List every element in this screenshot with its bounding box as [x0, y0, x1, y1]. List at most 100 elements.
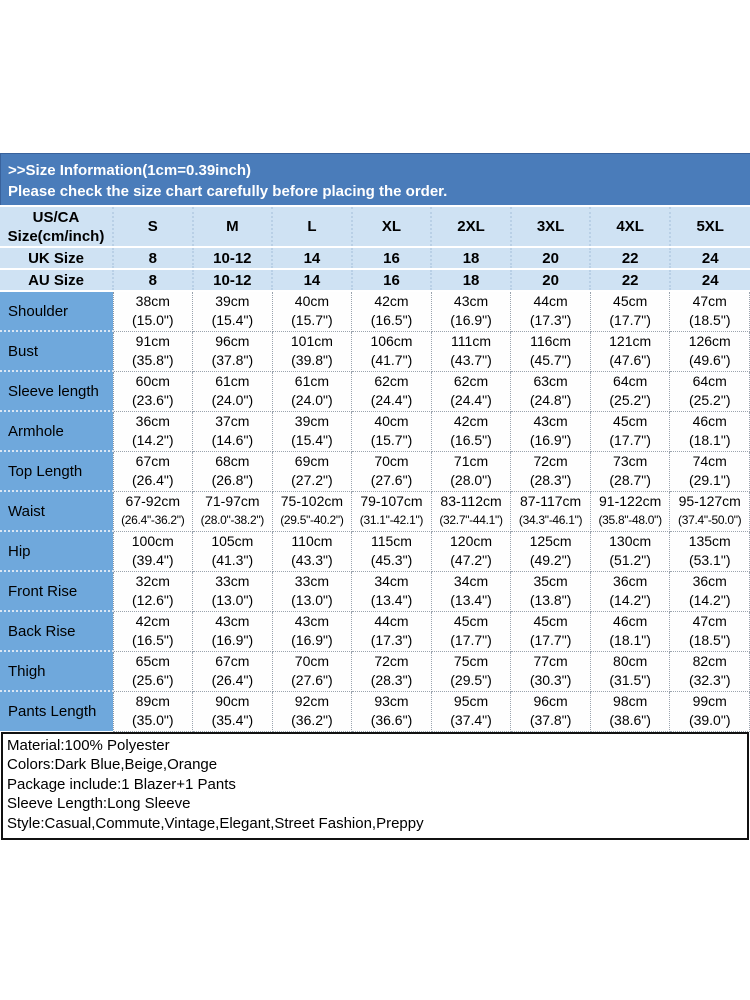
measurement-inch: (17.7") — [609, 312, 651, 329]
measurement-inch: (18.5") — [688, 632, 731, 648]
measurement-cell: 67-92cm (26.4"-36.2") — [112, 490, 194, 532]
uk-size-label: UK Size — [0, 246, 113, 270]
uk-size-value: 8 — [112, 246, 193, 270]
measurement-cell: 91-122cm (35.8"-48.0") — [589, 490, 671, 532]
measurement-inch: (13.8") — [529, 592, 572, 608]
measurement-inch: (16.9") — [211, 632, 254, 648]
measurement-inch: (28.0"-38.2") — [200, 513, 265, 527]
measurement-inch: (16.9") — [291, 632, 333, 648]
au-size-value: 18 — [430, 268, 511, 292]
measurement-cell: 34cm (13.4") — [430, 570, 512, 612]
measurement-cm: 47cm — [692, 613, 727, 629]
measurement-cell: 64cm (25.2") — [669, 370, 750, 412]
measurement-cm: 98cm — [613, 693, 648, 709]
measurement-row-label: Bust — [0, 330, 114, 371]
measurement-inch: (43.7") — [450, 352, 492, 368]
measurement-inch: (23.6") — [132, 392, 174, 408]
measurement-cell: 42cm (16.5") — [112, 610, 194, 652]
measurement-cell: 83-112cm (32.7"-44.1") — [430, 490, 512, 532]
au-size-value: 16 — [350, 268, 432, 292]
measurement-inch: (25.2") — [688, 392, 731, 408]
measurement-cell: 35cm (13.8") — [510, 570, 591, 612]
measurement-cell: 120cm (47.2") — [430, 530, 512, 572]
measurement-row: Sleeve length 60cm (23.6") 61cm (24.0") 61cm (… — [0, 370, 750, 412]
measurement-inch: (39.0") — [688, 712, 731, 728]
corner-cell: US/CA Size(cm/inch) — [0, 205, 113, 248]
measurement-cell: 33cm (13.0") — [271, 570, 353, 612]
measurement-inch: (29.1") — [688, 472, 731, 488]
au-size-value: 8 — [112, 268, 193, 292]
measurement-inch: (15.7") — [291, 312, 333, 329]
measurement-inch: (24.0") — [211, 392, 254, 408]
measurement-cm: 99cm — [692, 693, 727, 709]
measurement-inch: (28.0") — [450, 472, 492, 488]
measurement-inch: (41.7") — [370, 352, 413, 368]
au-size-value: 24 — [668, 268, 750, 292]
measurement-inch: (37.4") — [450, 712, 492, 728]
measurement-cell: 93cm (36.6") — [351, 690, 432, 732]
measurement-cm: 42cm — [135, 613, 170, 629]
measurement-cell: 110cm (43.3") — [271, 530, 353, 572]
measurement-inch: (47.2") — [450, 552, 492, 568]
measurement-inch: (30.3") — [529, 672, 572, 688]
measurement-cm: 44cm — [374, 613, 409, 629]
banner-title: >>Size Information(1cm=0.39inch) — [8, 162, 251, 179]
measurement-cell: 47cm (18.5") — [669, 290, 750, 332]
au-size-value: 22 — [589, 268, 670, 292]
measurement-cm: 61cm — [215, 373, 250, 389]
measurement-cm: 46cm — [692, 413, 727, 429]
measurement-cm: 70cm — [294, 653, 330, 669]
measurement-inch: (45.7") — [529, 352, 572, 368]
measurement-inch: (17.3") — [370, 632, 413, 648]
measurement-inch: (17.3") — [529, 312, 572, 329]
measurement-cell: 43cm (16.9") — [271, 610, 353, 652]
measurement-cm: 96cm — [533, 693, 568, 709]
measurement-row-label: Waist — [0, 490, 114, 531]
measurement-inch: (27.2") — [291, 472, 333, 488]
measurement-inch: (39.4") — [132, 552, 174, 568]
measurement-inch: (31.5") — [609, 672, 651, 688]
measurement-cell: 61cm (24.0") — [271, 370, 353, 412]
measurement-cell: 95cm (37.4") — [430, 690, 512, 732]
measurement-cell: 42cm (16.5") — [430, 410, 512, 452]
measurement-cm: 36cm — [135, 413, 170, 429]
measurement-inch: (39.8") — [291, 352, 333, 368]
measurement-cm: 34cm — [453, 573, 489, 589]
measurement-cell: 87-117cm (34.3"-46.1") — [510, 490, 591, 532]
detail-package: Package include:1 Blazer+1 Pants — [7, 775, 236, 793]
size-info-banner: >>Size Information(1cm=0.39inch) Please … — [0, 153, 750, 205]
measurement-cell: 101cm (39.8") — [271, 330, 353, 372]
measurement-inch: (12.6") — [132, 592, 174, 608]
measurement-inch: (32.7"-44.1") — [439, 513, 503, 527]
measurement-inch: (49.6") — [688, 352, 731, 368]
measurement-cm: 67cm — [135, 453, 170, 469]
measurement-cm: 116cm — [530, 333, 572, 349]
measurement-cell: 91cm (35.8") — [112, 330, 194, 372]
measurement-row: Back Rise 42cm (16.5") 43cm (16.9") 43cm (16.9… — [0, 610, 750, 652]
detail-colors: Colors:Dark Blue,Beige,Orange — [7, 756, 218, 773]
measurement-cell: 90cm (35.4") — [192, 690, 273, 732]
measurement-cm: 71cm — [453, 453, 489, 469]
measurement-inch: (16.5") — [132, 632, 174, 648]
measurement-inch: (27.6") — [370, 472, 413, 488]
measurement-cm: 105cm — [211, 533, 254, 549]
size-column-header: L — [271, 205, 352, 248]
measurement-cell: 40cm (15.7") — [271, 290, 353, 332]
measurement-cell: 82cm (32.3") — [669, 650, 750, 692]
measurement-cm: 39cm — [294, 413, 330, 429]
measurement-cm: 36cm — [613, 573, 648, 589]
measurement-cell: 111cm (43.7") — [430, 330, 512, 372]
measurement-rows: Shoulder 38cm (15.0") 39cm (15.4") 40cm (15.7"… — [0, 290, 750, 732]
measurement-cell: 75-102cm (29.5"-40.2") — [271, 490, 353, 532]
measurement-cell: 71cm (28.0") — [430, 450, 512, 492]
measurement-cell: 46cm (18.1") — [669, 410, 750, 452]
measurement-cm: 33cm — [294, 573, 330, 589]
measurement-cell: 72cm (28.3") — [351, 650, 432, 692]
measurement-row: Top Length 67cm (26.4") 68cm (26.8") 69cm (27.… — [0, 450, 750, 492]
measurement-cell: 79-107cm (31.1"-42.1") — [351, 490, 432, 532]
measurement-inch: (14.2") — [609, 592, 651, 608]
measurement-cell: 64cm (25.2") — [589, 370, 671, 412]
measurement-inch: (16.5") — [370, 312, 413, 329]
measurement-inch: (24.8") — [529, 392, 572, 408]
size-chart-header: US/CA Size(cm/inch) S M L XL 2XL 3XL 4XL… — [0, 205, 750, 292]
